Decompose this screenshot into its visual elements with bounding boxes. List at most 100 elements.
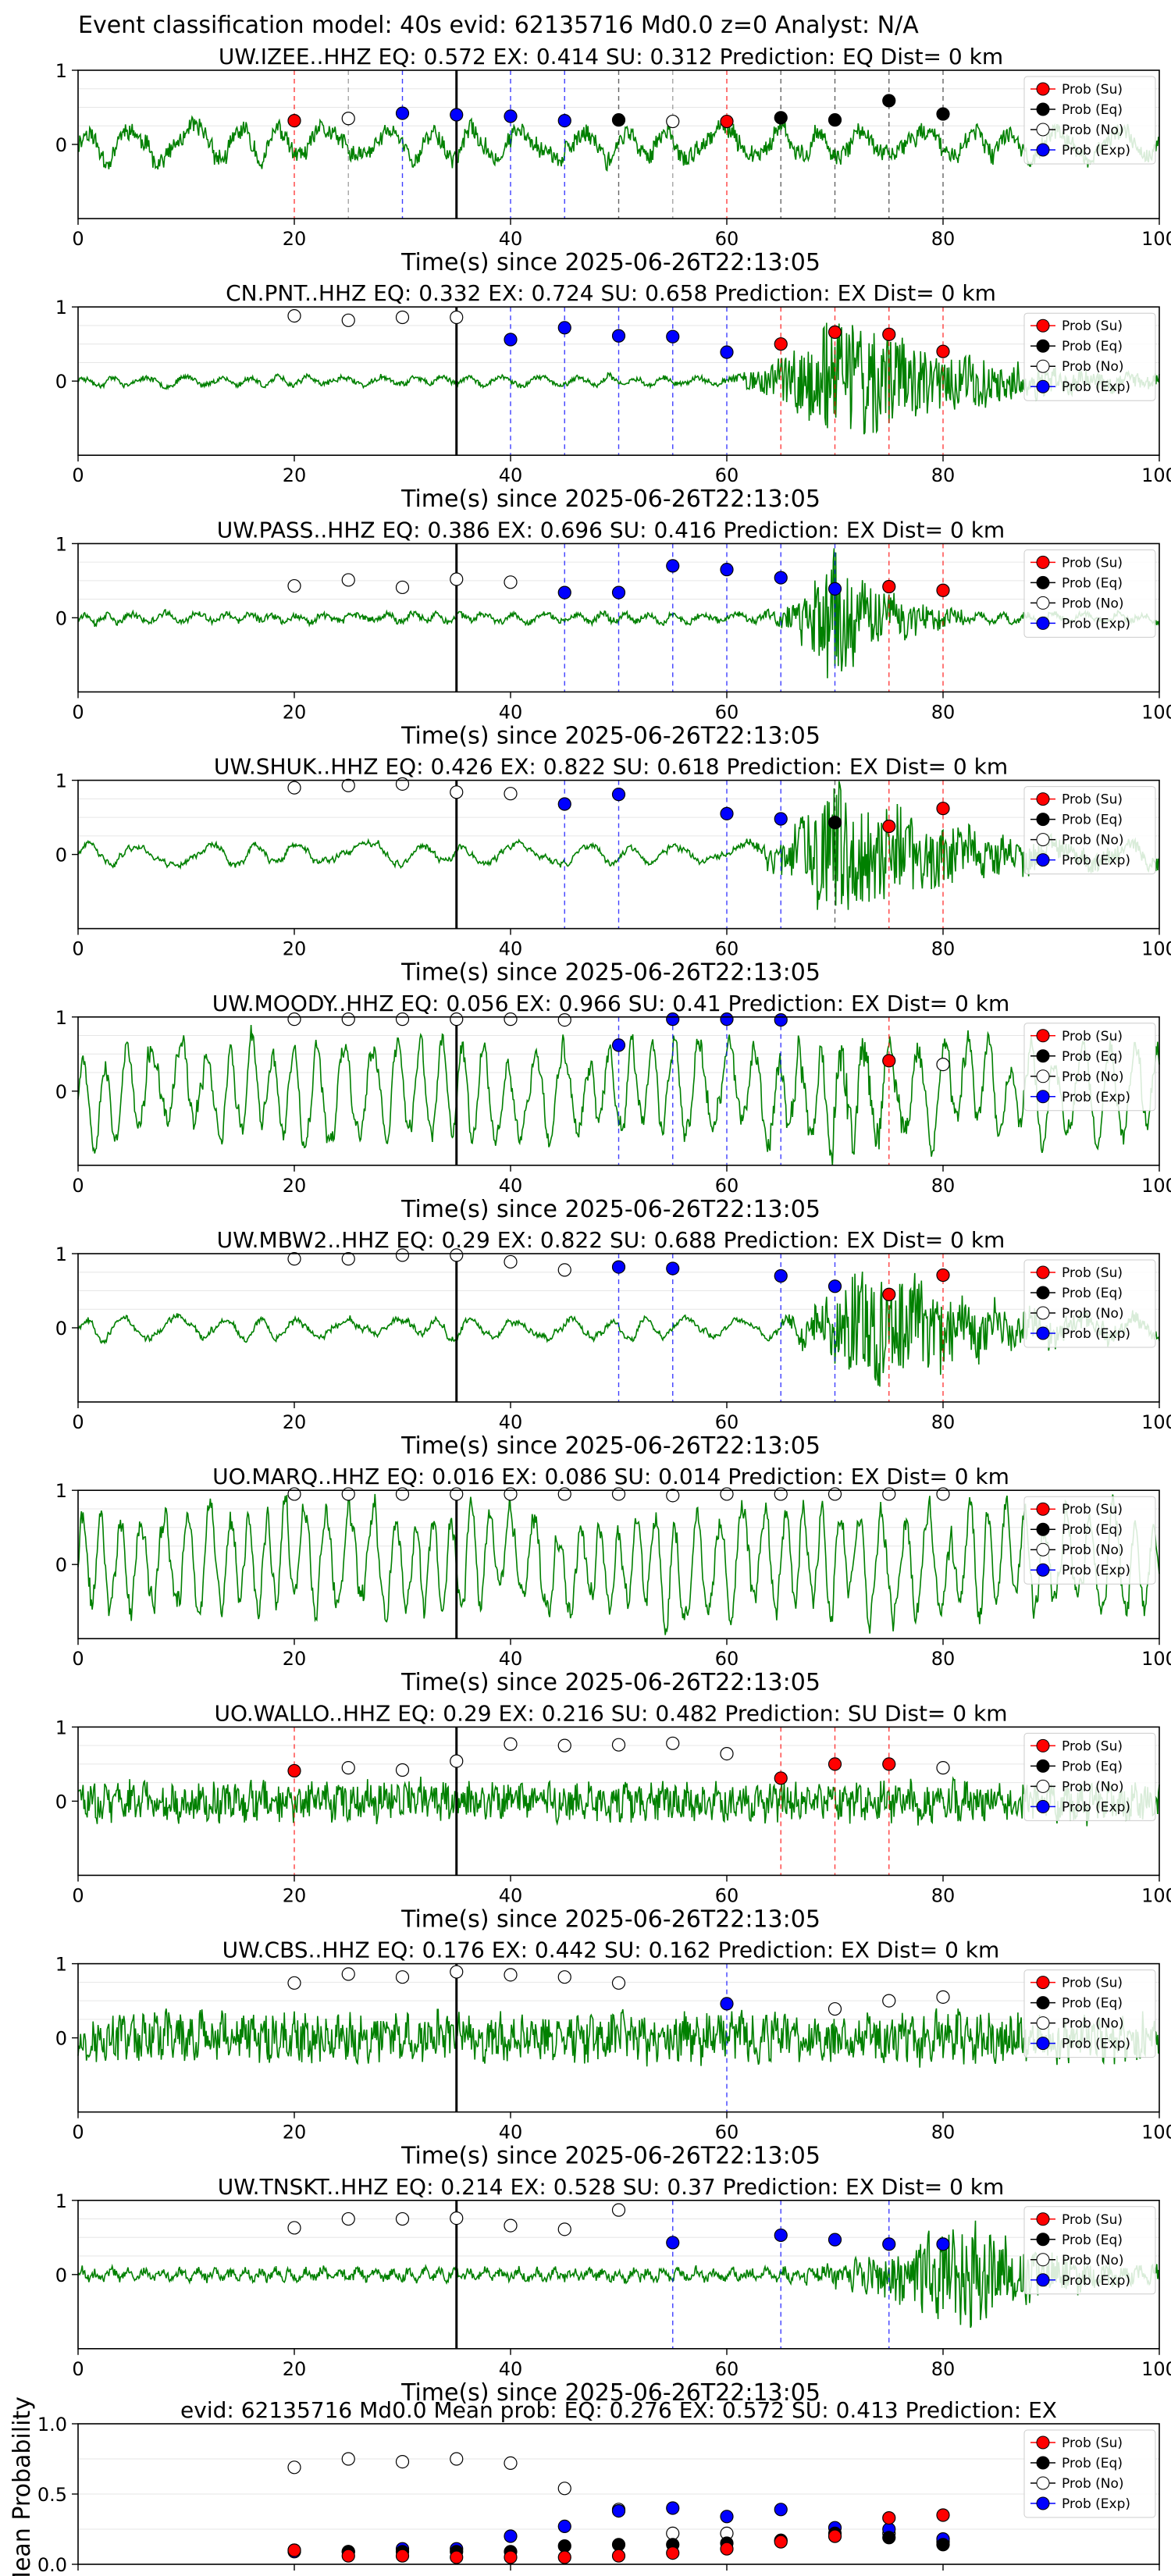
x-tick-label: 60 [715, 464, 739, 486]
prob-marker [450, 1965, 464, 1979]
x-axis-label: Time(s) since 2025-06-26T22:13:05 [400, 959, 820, 987]
legend-box [1023, 1732, 1156, 1821]
prob-marker [287, 1976, 301, 1990]
legend-box [1023, 2429, 1156, 2518]
prob-marker [395, 1487, 410, 1501]
x-tick-label: 40 [499, 2574, 523, 2576]
panel-title: evid: 62135716 Md0.0 Mean prob: EQ: 0.27… [180, 2397, 1057, 2423]
legend-label: Prob (No) [1062, 596, 1124, 611]
prob-marker [341, 1012, 355, 1026]
prob-marker [828, 2233, 842, 2247]
x-tick-label: 60 [715, 2358, 739, 2380]
legend-label: Prob (No) [1062, 2253, 1124, 2268]
x-tick-label: 0 [72, 2122, 84, 2144]
legend-label: Prob (Eq) [1062, 1522, 1123, 1538]
axes-frame [77, 306, 1160, 457]
mean-prob-point [504, 2456, 518, 2470]
mean-prob-point [936, 2538, 950, 2552]
prob-marker [557, 1487, 571, 1501]
prob-marker [774, 1487, 788, 1501]
prob-marker [395, 2211, 410, 2226]
y-tick-label: 1 [55, 1480, 67, 1502]
y-tick-label: 1 [55, 1954, 67, 1976]
prob-marker [611, 1976, 626, 1990]
legend-label: Prob (Exp) [1062, 1326, 1130, 1342]
legend-label: Prob (Su) [1062, 792, 1123, 808]
legend-label: Prob (Eq) [1062, 102, 1123, 118]
station-panel-uw-pass-hhz: UW.PASS..HHZ EQ: 0.386 EX: 0.696 SU: 0.4… [55, 517, 1171, 749]
prob-marker [341, 112, 355, 126]
prob-marker [504, 1968, 518, 1982]
prob-marker [395, 1012, 410, 1026]
prob-marker [828, 2001, 842, 2016]
x-tick-label: 100 [1141, 228, 1171, 250]
prob-marker [720, 1997, 734, 2011]
prob-marker [504, 109, 518, 123]
prob-marker [720, 806, 734, 820]
axes-frame [77, 2423, 1160, 2565]
legend-marker [1036, 2233, 1050, 2247]
mean-prob-point [774, 2503, 788, 2517]
legend-label: Prob (Su) [1062, 82, 1123, 98]
legend-label: Prob (Su) [1062, 2212, 1123, 2228]
prob-marker [720, 563, 734, 577]
prob-marker [341, 1487, 355, 1501]
prob-marker [287, 1012, 301, 1026]
x-tick-label: 20 [283, 2358, 307, 2380]
legend-marker [1036, 339, 1050, 353]
x-tick-label: 80 [931, 1411, 956, 1433]
axes-frame [77, 69, 1160, 219]
x-tick-label: 40 [499, 1648, 523, 1670]
prob-marker [774, 812, 788, 826]
station-panel-uo-wallo-hhz: UO.WALLO..HHZ EQ: 0.29 EX: 0.216 SU: 0.4… [55, 1700, 1171, 1933]
legend-label: Prob (Exp) [1062, 1799, 1130, 1815]
legend-marker [1036, 1542, 1050, 1557]
prob-marker [395, 1248, 410, 1262]
prob-marker [611, 1487, 626, 1501]
x-tick-label: 20 [283, 1411, 307, 1433]
legend-box [1023, 1969, 1156, 2058]
mean-prob-point [666, 2501, 680, 2515]
x-axis-label: Time(s) since 2025-06-26T22:13:05 [400, 2379, 820, 2407]
prob-marker [395, 777, 410, 791]
legend-label: Prob (Su) [1062, 1502, 1123, 1517]
legend-marker [1036, 2253, 1050, 2267]
legend-marker [1036, 123, 1050, 137]
x-tick-label: 20 [283, 701, 307, 723]
x-tick-label: 40 [499, 701, 523, 723]
prob-marker [557, 114, 571, 128]
prob-marker [774, 337, 788, 351]
legend-marker [1036, 2016, 1050, 2030]
x-tick-label: 20 [283, 228, 307, 250]
axes-frame [77, 1726, 1160, 1877]
x-axis-label: Time(s) since 2025-06-26T22:13:05 [400, 1905, 820, 1933]
prob-marker [936, 1057, 950, 1072]
x-tick-label: 80 [931, 1175, 956, 1197]
x-tick-label: 0 [72, 1411, 84, 1433]
x-tick-label: 100 [1141, 701, 1171, 723]
axes-frame [77, 1962, 1160, 2113]
x-tick-label: 20 [283, 1884, 307, 1906]
prob-marker [720, 1487, 734, 1501]
legend-marker [1036, 1522, 1050, 1536]
legend-marker [1036, 616, 1050, 630]
prob-marker [611, 2203, 626, 2217]
legend-box [1023, 549, 1156, 638]
waveform-trace [77, 1493, 1160, 1635]
waveform-trace [77, 322, 1160, 435]
legend-label: Prob (Su) [1062, 1976, 1123, 1991]
legend-marker [1036, 1799, 1050, 1813]
panel-title: UW.PASS..HHZ EQ: 0.386 EX: 0.696 SU: 0.4… [217, 517, 1005, 543]
station-panel-uw-moody-hhz: UW.MOODY..HHZ EQ: 0.056 EX: 0.966 SU: 0.… [55, 991, 1171, 1223]
mean-prob-point [557, 2539, 571, 2553]
prob-marker [557, 1970, 571, 1984]
prob-marker [557, 1738, 571, 1752]
legend-label: Prob (Eq) [1062, 2456, 1123, 2471]
panel-title: UW.IZEE..HHZ EQ: 0.572 EX: 0.414 SU: 0.3… [219, 44, 1003, 69]
legend-label: Prob (Eq) [1062, 1759, 1123, 1774]
x-tick-label: 80 [931, 2574, 956, 2576]
legend-box [1023, 2206, 1156, 2295]
legend-label: Prob (No) [1062, 833, 1124, 849]
prob-marker [557, 585, 571, 600]
legend-marker [1036, 2273, 1050, 2287]
